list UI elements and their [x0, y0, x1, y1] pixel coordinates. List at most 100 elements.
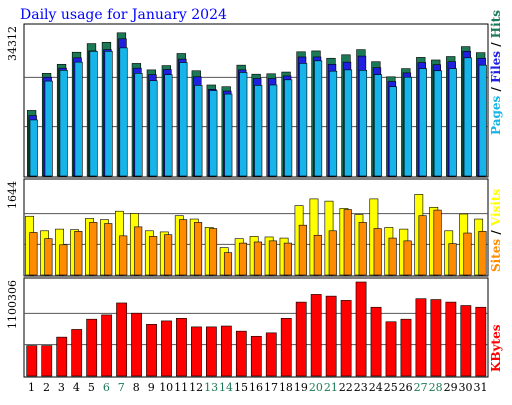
- chart-panels: 34312 1644 1100306: [6, 23, 489, 378]
- bar-kbytes-day-4: [71, 329, 83, 377]
- bar-sites-day-27: [418, 215, 427, 276]
- legend-kbytes: KBytes: [489, 324, 503, 372]
- bar-sites-day-30: [463, 232, 472, 276]
- x-tick-label: 13: [204, 381, 218, 394]
- legend-separator: /: [489, 38, 503, 51]
- bar-kbytes-day-14: [220, 325, 232, 377]
- series-kbytes: [26, 281, 487, 377]
- right-legend-labels: Pages / Files / Hits Sites / Visits KBytes: [489, 10, 503, 372]
- bar-sites-day-1: [29, 232, 38, 276]
- bar-kbytes-day-18: [280, 318, 292, 377]
- bar-kbytes-day-21: [325, 295, 337, 377]
- bar-kbytes-day-2: [41, 345, 53, 377]
- bar-sites-day-10: [164, 234, 173, 276]
- x-tick-label: 31: [474, 381, 488, 394]
- x-tick-label: 5: [88, 381, 95, 394]
- bar-kbytes-day-16: [250, 335, 262, 377]
- bar-sites-day-8: [134, 226, 143, 276]
- bar-pages-day-19: [299, 63, 308, 177]
- bar-kbytes-day-8: [131, 312, 142, 377]
- panel-kbytes: 1100306: [6, 277, 489, 378]
- bar-pages-day-7: [119, 47, 128, 177]
- bar-kbytes-day-5: [86, 318, 98, 377]
- bar-sites-day-26: [403, 240, 412, 276]
- bar-sites-day-28: [433, 209, 442, 276]
- legend-separator: /: [489, 83, 503, 96]
- bar-kbytes-day-12: [191, 326, 202, 377]
- bar-pages-day-10: [164, 74, 173, 177]
- bar-pages-day-27: [418, 68, 427, 177]
- x-tick-label: 7: [118, 381, 125, 394]
- legend-pages: Pages: [489, 95, 503, 135]
- legend-separator: /: [489, 226, 503, 239]
- x-tick-label: 15: [234, 381, 248, 394]
- bar-kbytes-day-22: [340, 300, 352, 377]
- bar-pages-day-21: [329, 70, 338, 177]
- legend-sites: Sites: [489, 239, 503, 272]
- y-axis-max-label: 1644: [6, 181, 19, 209]
- x-tick-label: 11: [174, 381, 188, 394]
- bar-sites-day-7: [119, 235, 128, 276]
- legend-files: Files: [489, 51, 503, 83]
- x-tick-label: 14: [219, 381, 233, 394]
- bar-pages-day-18: [284, 79, 293, 177]
- right-legend-text: KBytes: [489, 324, 503, 372]
- bar-pages-day-13: [209, 90, 218, 177]
- bar-sites-day-5: [89, 222, 98, 276]
- bar-pages-day-4: [74, 61, 83, 177]
- bar-kbytes-day-31: [475, 306, 487, 377]
- bar-kbytes-day-7: [116, 302, 127, 377]
- bar-kbytes-day-28: [430, 299, 442, 377]
- bar-kbytes-day-1: [26, 345, 38, 377]
- bar-pages-day-31: [478, 64, 487, 177]
- bar-sites-day-29: [448, 243, 457, 276]
- y-axis-max-label: 1100306: [6, 280, 19, 329]
- x-tick-label: 4: [73, 381, 80, 394]
- x-tick-label: 20: [309, 381, 323, 394]
- x-tick-label: 1: [28, 381, 35, 394]
- bar-pages-day-6: [104, 51, 113, 177]
- bar-sites-day-11: [179, 219, 188, 276]
- x-tick-label: 30: [459, 381, 473, 394]
- bar-kbytes-day-30: [460, 305, 472, 377]
- bar-sites-day-17: [268, 240, 277, 276]
- bar-pages-day-2: [44, 80, 53, 177]
- x-tick-label: 22: [339, 381, 353, 394]
- x-tick-label: 6: [103, 381, 110, 394]
- panel-hits-files-pages: 34312: [6, 23, 489, 178]
- bar-sites-day-25: [388, 237, 397, 276]
- bar-sites-day-20: [313, 234, 322, 276]
- series-sites: [29, 209, 487, 276]
- bar-pages-day-14: [224, 93, 233, 177]
- x-tick-label: 3: [58, 381, 65, 394]
- x-tick-label: 18: [279, 381, 293, 394]
- bar-sites-day-24: [373, 228, 382, 276]
- bar-pages-day-20: [314, 60, 323, 177]
- x-tick-label: 9: [148, 381, 155, 394]
- bar-sites-day-6: [104, 223, 113, 276]
- bar-sites-day-15: [238, 242, 248, 276]
- bar-pages-day-22: [344, 69, 353, 177]
- x-tick-label: 24: [369, 381, 383, 394]
- bar-pages-day-25: [388, 86, 397, 177]
- bar-sites-day-19: [298, 224, 307, 276]
- x-tick-label: 29: [444, 381, 458, 394]
- right-legend-text: Sites / Visits: [489, 189, 503, 272]
- bar-pages-day-16: [254, 85, 263, 177]
- bar-sites-day-14: [223, 252, 233, 276]
- bar-kbytes-day-24: [370, 306, 382, 377]
- bar-kbytes-day-10: [161, 320, 172, 377]
- panel-visits-sites: 1644: [6, 178, 489, 277]
- bar-kbytes-day-27: [415, 298, 427, 377]
- bar-pages-day-1: [29, 119, 38, 177]
- bar-pages-day-26: [403, 76, 412, 177]
- bar-pages-day-28: [433, 70, 442, 177]
- legend-hits: Hits: [489, 10, 503, 38]
- x-tick-label: 10: [159, 381, 173, 394]
- x-tick-label: 21: [324, 381, 338, 394]
- bar-kbytes-day-6: [101, 314, 113, 377]
- bar-kbytes-day-26: [400, 318, 412, 377]
- right-legend-text: Pages / Files / Hits: [489, 10, 503, 135]
- y-axis-max-label: 34312: [6, 26, 19, 61]
